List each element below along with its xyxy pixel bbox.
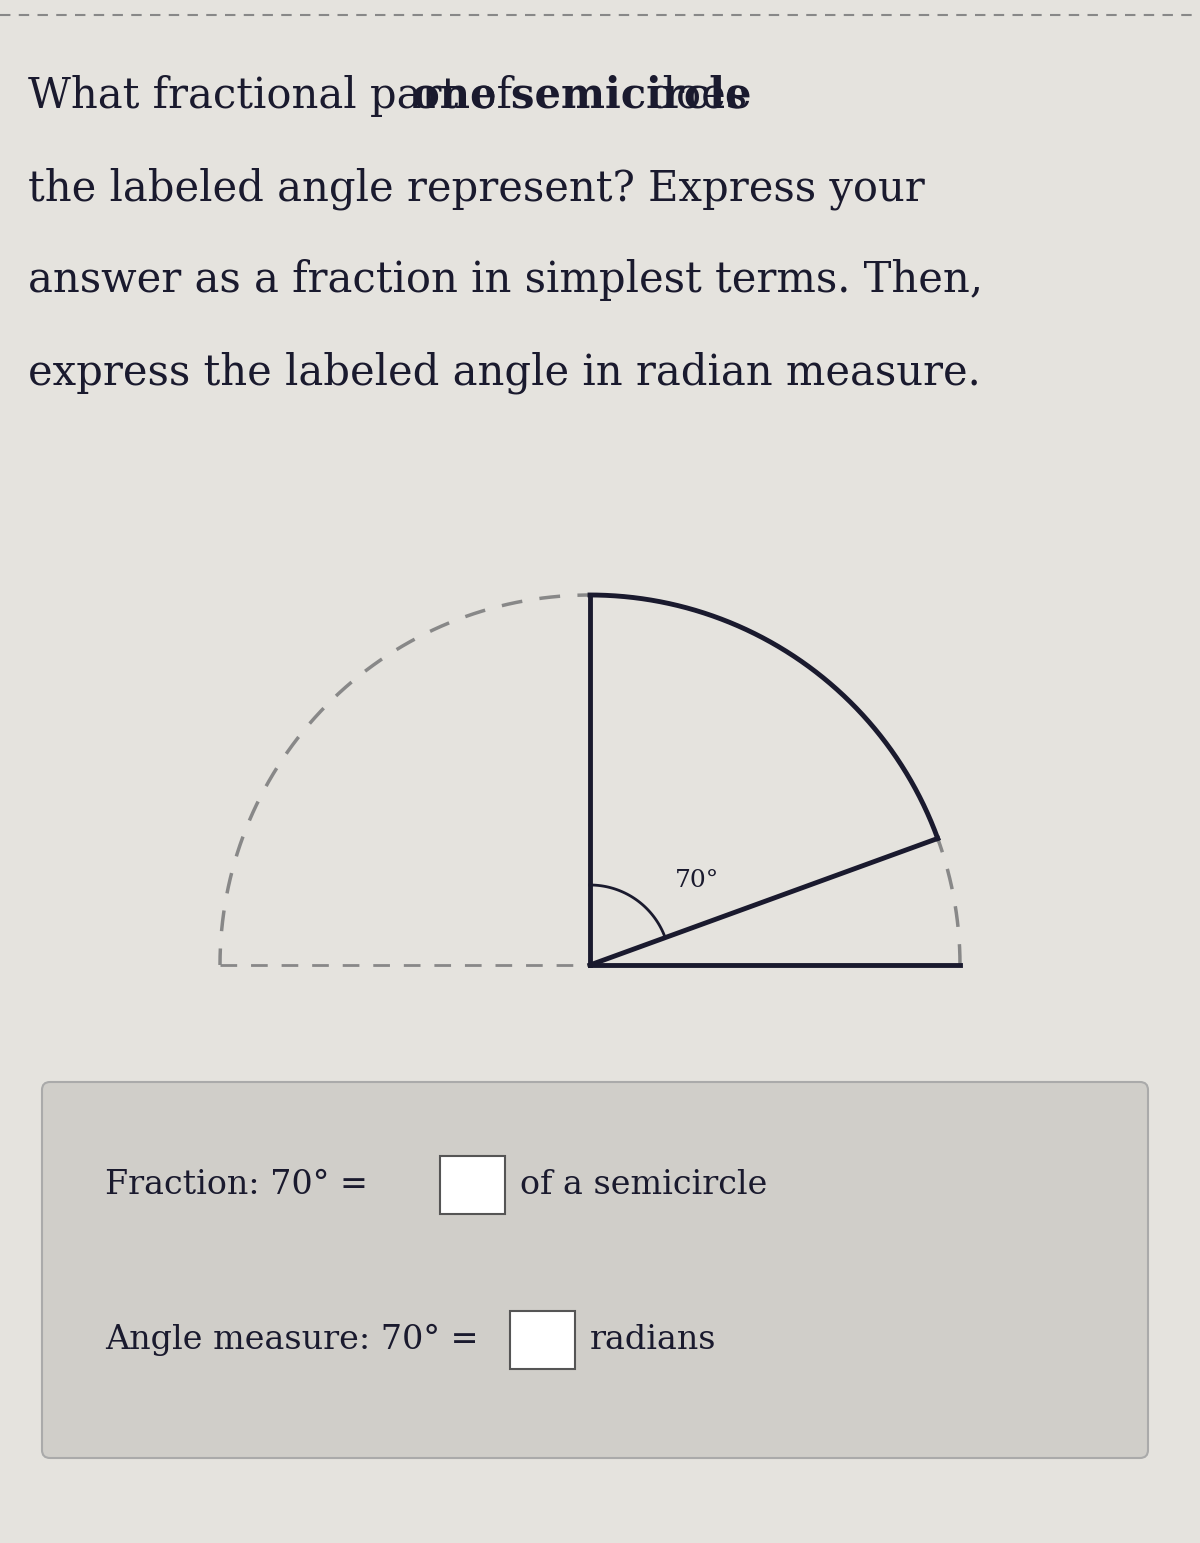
FancyBboxPatch shape xyxy=(42,1082,1148,1458)
Bar xyxy=(510,1312,575,1369)
Text: the labeled angle represent? Express your: the labeled angle represent? Express you… xyxy=(28,167,925,210)
Text: Angle measure: 70° =: Angle measure: 70° = xyxy=(106,1324,479,1356)
Text: one semicircle: one semicircle xyxy=(412,76,751,117)
Text: answer as a fraction in simplest terms. Then,: answer as a fraction in simplest terms. … xyxy=(28,259,983,301)
Text: 70°: 70° xyxy=(674,869,719,892)
Bar xyxy=(440,1156,505,1214)
Text: of a semicircle: of a semicircle xyxy=(520,1170,767,1200)
Text: Fraction: 70° =: Fraction: 70° = xyxy=(106,1170,368,1200)
Text: What fractional part of: What fractional part of xyxy=(28,76,526,117)
Text: does: does xyxy=(636,76,748,117)
Text: radians: radians xyxy=(590,1324,716,1356)
Text: express the labeled angle in radian measure.: express the labeled angle in radian meas… xyxy=(28,350,980,393)
